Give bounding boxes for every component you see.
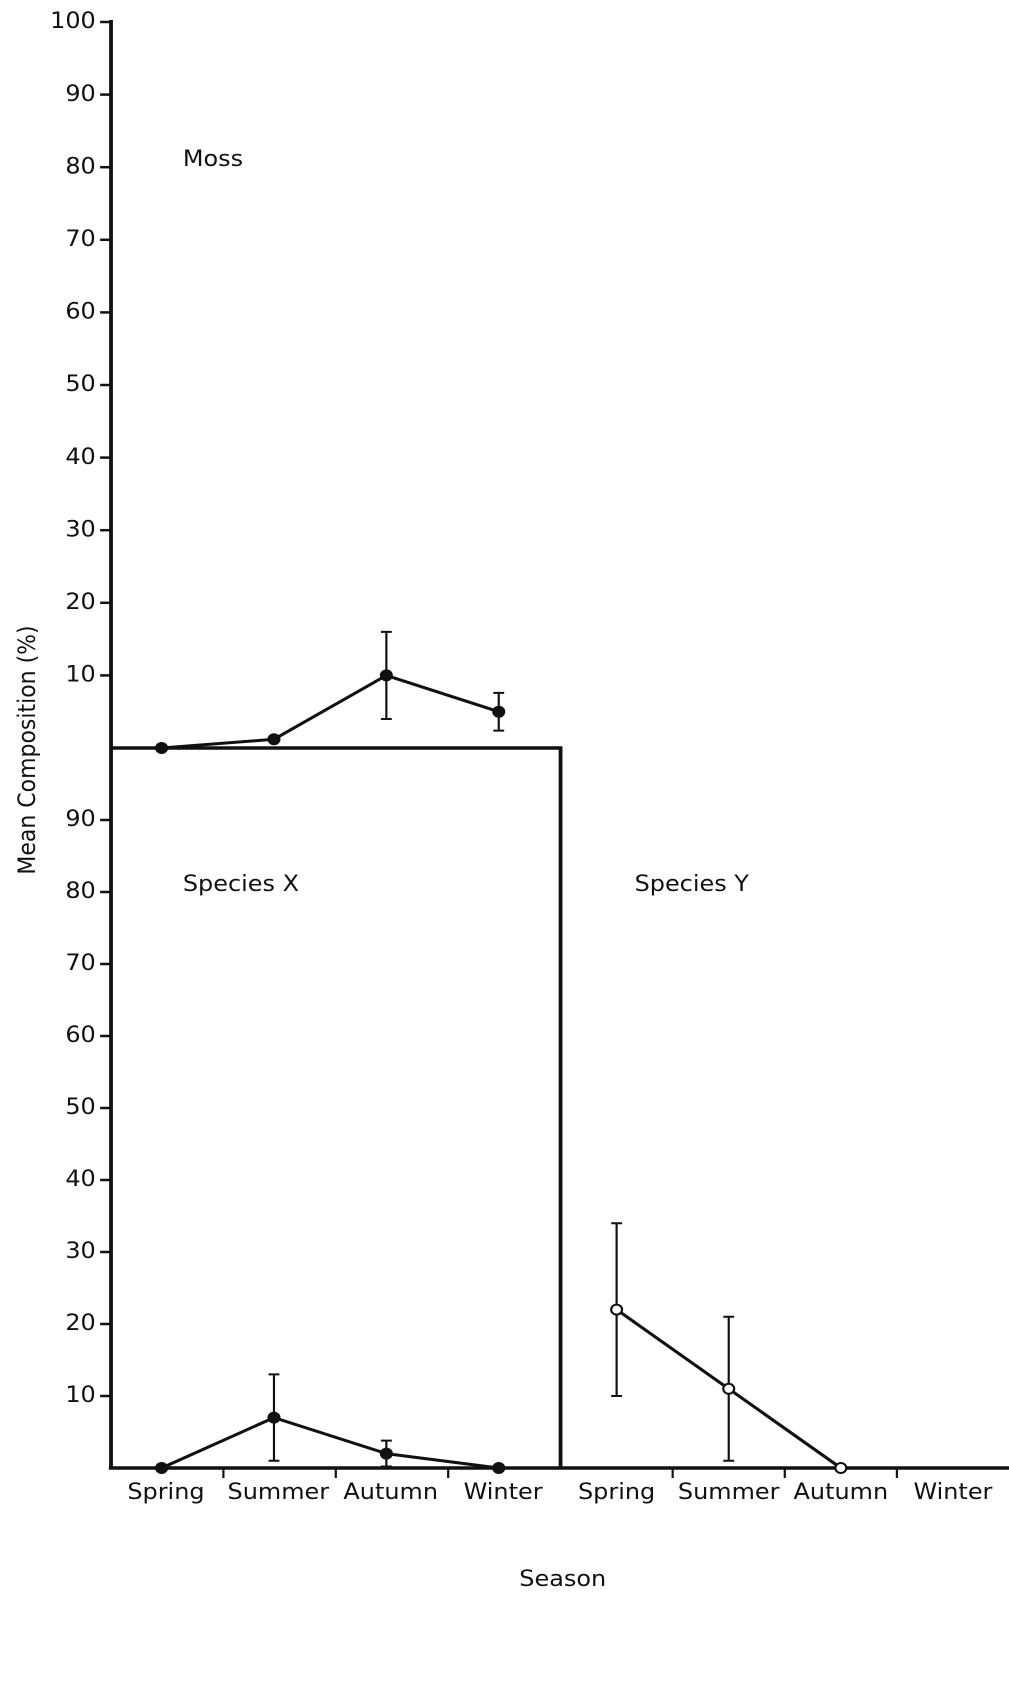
data-point [155,1462,169,1474]
y-tick-label: 20 [65,1311,95,1336]
y-tick-label: 30 [65,517,95,542]
panel-title: Moss [183,147,243,172]
y-axis-label: Mean Composition (%) [14,625,41,874]
data-line [160,1415,499,1470]
data-point [379,1447,393,1460]
x-tick-label: Spring [127,1480,204,1505]
data-point [492,705,506,718]
x-axis-label: Season [519,1567,606,1592]
y-tick-label: 50 [65,372,95,397]
y-tick-label: 20 [65,590,95,615]
data-line [161,673,500,750]
x-tick-label: Autumn [343,1480,438,1505]
data-point [379,669,393,682]
axes-frame [108,20,1009,1470]
y-tick-label: 100 [50,9,96,34]
data-point [834,1462,848,1474]
y-tick-label: 70 [65,227,95,252]
data-point [267,1411,281,1424]
y-tick-label: 80 [65,879,95,904]
x-tick-label: Summer [678,1480,780,1505]
panel-title: Species X [183,872,299,897]
data-point [610,1303,624,1316]
x-tick-label: Winter [913,1480,992,1505]
y-tick-label: 30 [65,1239,95,1264]
y-tick-label: 60 [65,299,95,324]
y-tick-label: 80 [65,154,95,179]
data-point [722,1382,736,1395]
data-point [267,733,281,746]
data-point [492,1462,506,1474]
x-tick-label: Summer [228,1480,330,1505]
data-point [155,742,169,754]
y-tick-label: 10 [65,662,95,687]
y-tick-label: 10 [65,1383,95,1408]
y-tick-label: 40 [65,1167,95,1192]
x-tick-label: Autumn [794,1480,889,1505]
x-tick-label: Winter [464,1480,543,1505]
panel-title: Species Y [635,872,750,897]
y-tick-label: 50 [65,1095,95,1120]
y-tick-label: 90 [65,807,95,832]
y-tick-label: 60 [65,1023,95,1048]
y-tick-label: 90 [65,82,95,107]
y-tick-label: 70 [65,951,95,976]
y-tick-label: 40 [65,445,95,470]
x-tick-label: Spring [578,1480,655,1505]
